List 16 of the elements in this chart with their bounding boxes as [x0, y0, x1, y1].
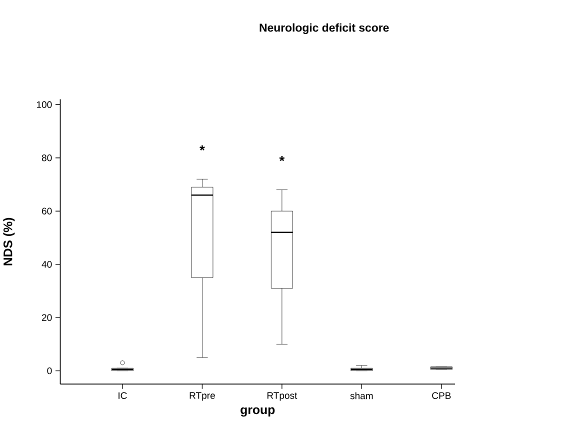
y-axis-title: NDS (%) — [3, 218, 15, 266]
y-tick-label: 60 — [42, 208, 52, 214]
x-tick-label: CPB — [432, 392, 451, 399]
annotation: * — [200, 145, 205, 150]
y-tick-label: 100 — [36, 101, 52, 108]
x-tick-label: RTpre — [190, 392, 215, 401]
y-tick-label: 0 — [47, 367, 52, 374]
x-tick-label: sham — [350, 392, 373, 400]
x-axis-title: group — [240, 407, 275, 417]
y-tick-label: 20 — [42, 314, 52, 321]
x-tick-label: RTpost — [267, 392, 298, 401]
y-tick-label: 40 — [42, 260, 52, 268]
annotation: * — [279, 156, 285, 162]
chart-title: Neurologic deficit score — [260, 23, 389, 34]
x-tick-label: IC — [118, 392, 127, 399]
y-tick-label: 80 — [42, 154, 52, 162]
